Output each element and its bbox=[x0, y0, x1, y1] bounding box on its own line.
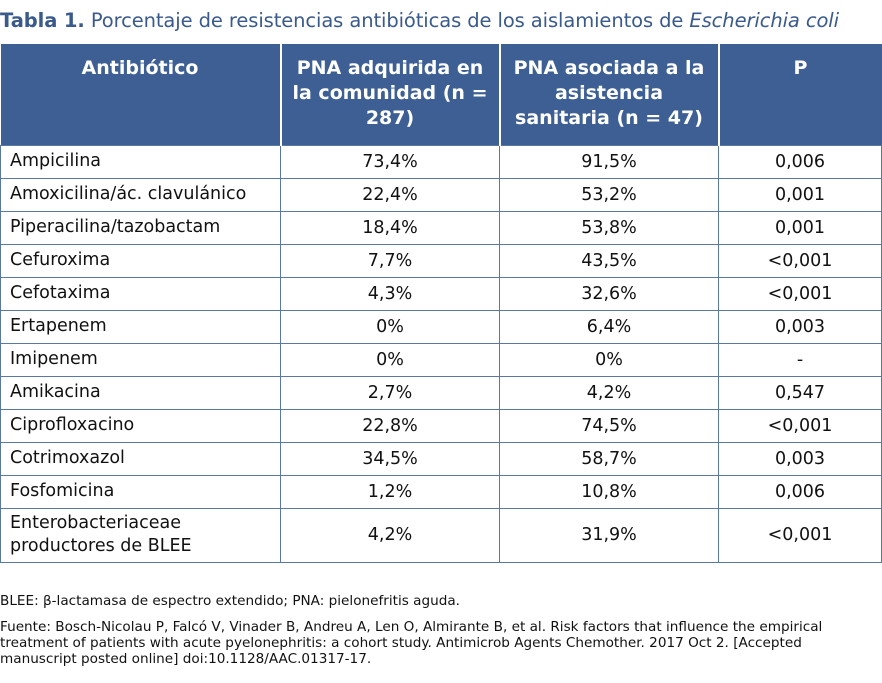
source-note: Fuente: Bosch-Nicolau P, Falcó V, Vinade… bbox=[0, 619, 823, 667]
table-row: Cotrimoxazol 34,5% 58,7% 0,003 bbox=[0, 441, 882, 476]
table-row: Ampicilina 73,4% 91,5% 0,006 bbox=[0, 144, 882, 179]
cell-p-value: <0,001 bbox=[718, 408, 882, 443]
cell-healthcare: 74,5% bbox=[499, 408, 719, 443]
header-antibiotic: Antibiótico bbox=[0, 44, 282, 145]
table-row: Cefuroxima 7,7% 43,5% <0,001 bbox=[0, 243, 882, 278]
cell-antibiotic: Cotrimoxazol bbox=[0, 441, 281, 476]
cell-antibiotic: Cefotaxima bbox=[0, 276, 281, 311]
table-number-label: Tabla 1. bbox=[0, 9, 85, 32]
cell-healthcare: 53,8% bbox=[499, 210, 719, 245]
table-row: Amikacina 2,7% 4,2% 0,547 bbox=[0, 375, 882, 410]
cell-antibiotic: Enterobacteriaceae productores de BLEE bbox=[0, 507, 281, 563]
cell-p-value: 0,547 bbox=[718, 375, 882, 410]
header-healthcare: PNA asociada a la asistencia sanitaria (… bbox=[498, 44, 720, 145]
table-row: Ertapenem 0% 6,4% 0,003 bbox=[0, 309, 882, 344]
cell-antibiotic: Piperacilina/tazobactam bbox=[0, 210, 281, 245]
cell-healthcare: 6,4% bbox=[499, 309, 719, 344]
cell-healthcare: 31,9% bbox=[499, 507, 719, 563]
cell-community: 4,2% bbox=[280, 507, 500, 563]
cell-healthcare: 0% bbox=[499, 342, 719, 377]
cell-community: 4,3% bbox=[280, 276, 500, 311]
cell-p-value: 0,001 bbox=[718, 177, 882, 212]
cell-community: 22,4% bbox=[280, 177, 500, 212]
table-row: Fosfomicina 1,2% 10,8% 0,006 bbox=[0, 474, 882, 509]
cell-healthcare: 10,8% bbox=[499, 474, 719, 509]
header-row: Antibiótico PNA adquirida en la comunida… bbox=[0, 44, 882, 145]
cell-p-value: 0,006 bbox=[718, 474, 882, 509]
resistance-table: Antibiótico PNA adquirida en la comunida… bbox=[0, 44, 882, 563]
cell-p-value: <0,001 bbox=[718, 243, 882, 278]
table-body: Ampicilina 73,4% 91,5% 0,006 Amoxicilina/ác.… bbox=[0, 144, 882, 563]
cell-antibiotic: Cefuroxima bbox=[0, 243, 281, 278]
table-row: Ciprofloxacino 22,8% 74,5% <0,001 bbox=[0, 408, 882, 443]
cell-healthcare: 4,2% bbox=[499, 375, 719, 410]
cell-p-value: <0,001 bbox=[718, 507, 882, 563]
cell-p-value: - bbox=[718, 342, 882, 377]
cell-healthcare: 58,7% bbox=[499, 441, 719, 476]
cell-community: 0% bbox=[280, 309, 500, 344]
table-row: Cefotaxima 4,3% 32,6% <0,001 bbox=[0, 276, 882, 311]
cell-p-value: 0,003 bbox=[718, 441, 882, 476]
cell-healthcare: 32,6% bbox=[499, 276, 719, 311]
cell-antibiotic: Imipenem bbox=[0, 342, 281, 377]
cell-p-value: 0,003 bbox=[718, 309, 882, 344]
header-community: PNA adquirida en la comunidad (n = 287) bbox=[279, 44, 501, 145]
cell-antibiotic: Ampicilina bbox=[0, 144, 281, 179]
cell-p-value: 0,006 bbox=[718, 144, 882, 179]
cell-healthcare: 91,5% bbox=[499, 144, 719, 179]
cell-community: 7,7% bbox=[280, 243, 500, 278]
table-row: Imipenem 0% 0% - bbox=[0, 342, 882, 377]
cell-antibiotic: Amoxicilina/ác. clavulánico bbox=[0, 177, 281, 212]
cell-antibiotic: Fosfomicina bbox=[0, 474, 281, 509]
cell-p-value: 0,001 bbox=[718, 210, 882, 245]
cell-community: 34,5% bbox=[280, 441, 500, 476]
cell-antibiotic: Amikacina bbox=[0, 375, 281, 410]
cell-community: 22,8% bbox=[280, 408, 500, 443]
cell-community: 2,7% bbox=[280, 375, 500, 410]
cell-healthcare: 53,2% bbox=[499, 177, 719, 212]
cell-community: 1,2% bbox=[280, 474, 500, 509]
table-title: Tabla 1. Porcentaje de resistencias anti… bbox=[0, 9, 882, 32]
cell-p-value: <0,001 bbox=[718, 276, 882, 311]
cell-antibiotic: Ciprofloxacino bbox=[0, 408, 281, 443]
header-p: P bbox=[717, 44, 882, 145]
table-title-text: Porcentaje de resistencias antibióticas … bbox=[90, 9, 684, 32]
cell-healthcare: 43,5% bbox=[499, 243, 719, 278]
cell-community: 73,4% bbox=[280, 144, 500, 179]
table-row: Enterobacteriaceae productores de BLEE 4,… bbox=[0, 507, 882, 563]
table-row: Piperacilina/tazobactam 18,4% 53,8% 0,001 bbox=[0, 210, 882, 245]
table-title-organism: Escherichia coli bbox=[689, 9, 839, 32]
cell-community: 18,4% bbox=[280, 210, 500, 245]
cell-antibiotic: Ertapenem bbox=[0, 309, 281, 344]
table-row: Amoxicilina/ác. clavulánico 22,4% 53,2% 0,0… bbox=[0, 177, 882, 212]
abbreviations-note: BLEE: β-lactamasa de espectro extendido;… bbox=[0, 593, 461, 609]
cell-community: 0% bbox=[280, 342, 500, 377]
